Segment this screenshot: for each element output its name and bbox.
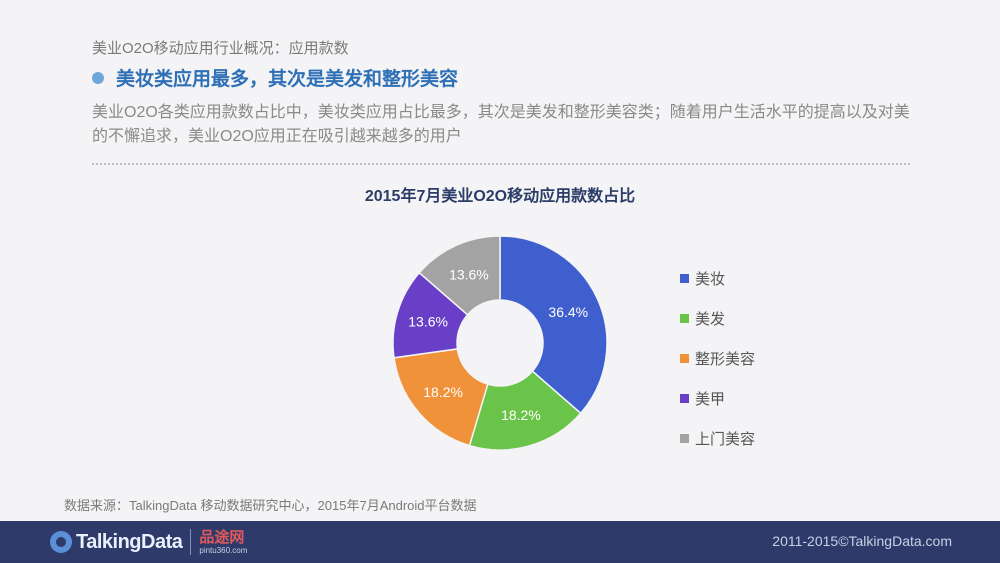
legend-label: 美妆 xyxy=(695,270,726,288)
legend-item-meifa: 美发 xyxy=(680,298,755,338)
dotted-divider xyxy=(92,163,910,165)
slice-label-zhengxing: 18.2% xyxy=(423,384,463,400)
section-title: 美业O2O移动应用行业概况：应用款数 xyxy=(92,40,349,57)
partner-logo-sub: pintu360.com xyxy=(199,545,248,555)
footer-logos: TalkingData 品途网 pintu360.com xyxy=(50,529,247,555)
slice-zhengxing xyxy=(393,348,489,447)
legend-item-zhengxing: 整形美容 xyxy=(680,338,755,378)
legend-swatch xyxy=(680,393,689,403)
legend-item-meizhuang: 美妆 xyxy=(680,258,755,298)
headline-text: 美妆类应用最多，其次是美发和整形美容 xyxy=(116,69,459,90)
slice-meifa xyxy=(468,370,582,451)
legend-label: 美甲 xyxy=(695,390,726,408)
legend-swatch xyxy=(680,353,689,363)
logo-separator xyxy=(190,529,192,555)
slice-label-shangmen: 13.6% xyxy=(449,267,489,283)
copyright: 2011-2015©TalkingData.com xyxy=(772,533,952,549)
talkingdata-logo-text: TalkingData xyxy=(76,530,183,553)
partner-logo-text: 品途网 xyxy=(199,527,245,546)
legend-swatch xyxy=(680,273,689,283)
partner-logo: 品途网 pintu360.com xyxy=(199,527,248,555)
headline: 美妆类应用最多，其次是美发和整形美容 xyxy=(92,64,458,91)
legend-item-meijia: 美甲 xyxy=(680,378,755,418)
data-source: 数据来源：TalkingData 移动数据研究中心，2015年7月Android… xyxy=(64,498,477,513)
bullet-icon xyxy=(92,71,104,84)
slice-label-meifa: 18.2% xyxy=(501,407,541,423)
chart-legend: 美妆 美发 整形美容 美甲 上门美容 xyxy=(680,258,755,458)
slice-shangmen xyxy=(418,235,501,316)
slice-meizhuang xyxy=(499,235,608,415)
legend-label: 上门美容 xyxy=(695,430,756,448)
slice-label-meijia: 13.6% xyxy=(408,314,448,330)
donut-chart: 36.4% 18.2% 18.2% 13.6% 13.6% xyxy=(392,235,608,451)
footer-bar: TalkingData 品途网 pintu360.com 2011-2015©T… xyxy=(0,521,1000,563)
description: 美业O2O各类应用款数占比中，美妆类应用占比最多，其次是美发和整形美容类；随着用… xyxy=(92,104,910,145)
legend-label: 美发 xyxy=(695,310,726,328)
legend-swatch xyxy=(680,313,689,323)
chart-title: 2015年7月美业O2O移动应用款数占比 xyxy=(364,188,636,205)
slice-label-meizhuang: 36.4% xyxy=(548,304,588,320)
legend-swatch xyxy=(680,433,689,443)
legend-label: 整形美容 xyxy=(695,350,756,368)
talkingdata-logo-icon xyxy=(50,531,72,553)
legend-item-shangmen: 上门美容 xyxy=(680,418,755,458)
